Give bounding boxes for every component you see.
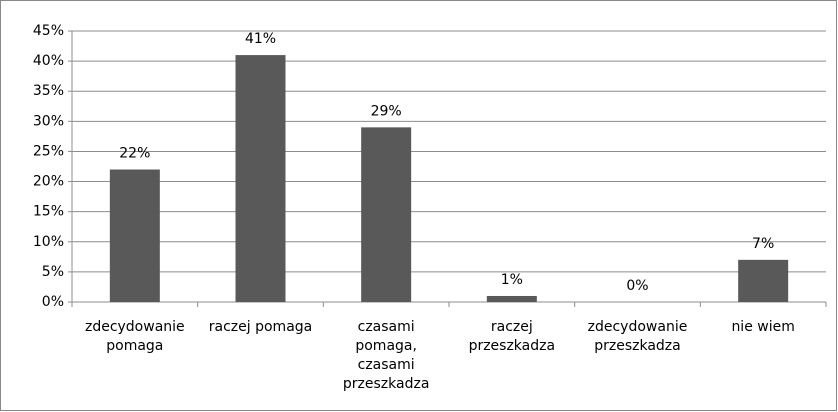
data-label: 7% <box>752 236 774 252</box>
bar <box>109 169 160 302</box>
bar <box>235 55 286 302</box>
bar <box>738 259 789 302</box>
y-tick-label: 10% <box>33 234 64 250</box>
data-label: 29% <box>371 103 402 119</box>
y-tick-label: 40% <box>33 53 64 69</box>
x-tick-label: czasami pomaga, czasami przeszkadza <box>342 319 430 392</box>
y-tick-label: 45% <box>33 23 64 39</box>
y-tick-label: 15% <box>33 204 64 220</box>
y-tick-label: 20% <box>33 174 64 190</box>
data-label: 0% <box>626 278 648 294</box>
y-tick-label: 5% <box>42 264 64 280</box>
x-tick-label: zdecydowanie pomaga <box>84 319 185 354</box>
x-tick-label: nie wiem <box>731 319 795 335</box>
x-tick-label: raczej pomaga <box>208 319 313 335</box>
y-tick-label: 0% <box>42 294 64 310</box>
bar <box>361 127 412 302</box>
data-label: 41% <box>245 31 276 47</box>
bar <box>486 295 537 302</box>
y-tick-label: 30% <box>33 113 64 129</box>
x-tick-label: zdecydowanie przeszkadza <box>587 319 688 354</box>
x-tick-label: raczej przeszkadza <box>468 319 556 354</box>
data-label: 22% <box>119 146 150 162</box>
y-tick-label: 25% <box>33 143 64 159</box>
data-label: 1% <box>501 272 523 288</box>
y-tick-label: 35% <box>33 83 64 99</box>
